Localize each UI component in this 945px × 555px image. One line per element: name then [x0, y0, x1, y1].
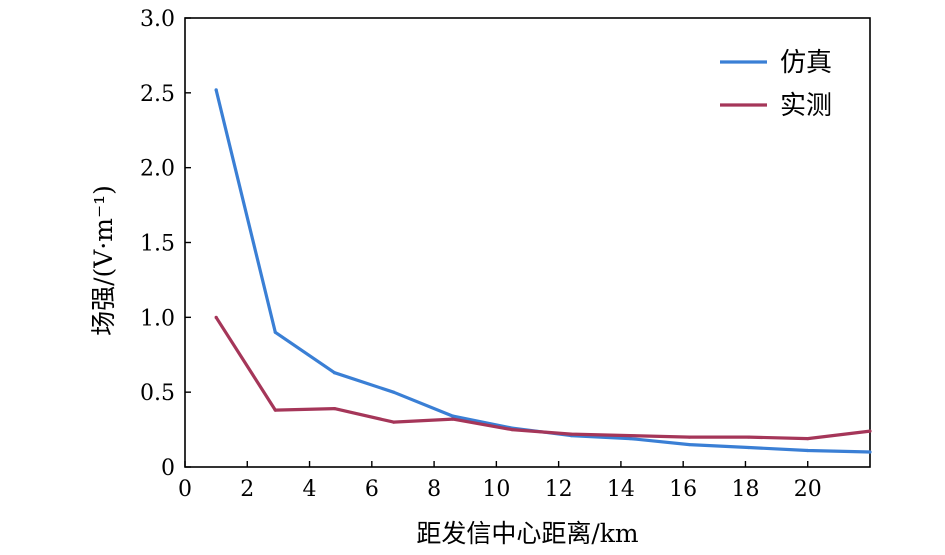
data-point	[273, 330, 277, 334]
data-point	[687, 442, 692, 447]
series-line-1	[214, 89, 871, 454]
x-axis-ticks: 0 2 4 6 8 10 12 14 16 18 20	[178, 461, 822, 502]
plot-area	[184, 17, 871, 468]
legend-label: 实测	[780, 91, 832, 121]
data-point	[273, 408, 277, 412]
data-point	[332, 371, 337, 375]
data-point	[868, 450, 872, 454]
y-axis-label: 场强/(V·m⁻¹)	[89, 185, 118, 336]
x-tick-label: 14	[607, 477, 635, 502]
x-tick-label: 6	[365, 477, 379, 502]
x-tick-label: 2	[240, 477, 254, 502]
data-point	[569, 432, 573, 436]
x-tick-label: 20	[794, 477, 822, 502]
data-point	[451, 414, 455, 418]
data-point	[746, 445, 751, 450]
data-point	[510, 427, 514, 432]
y-tick-label: 3.0	[140, 7, 175, 32]
x-tick-label: 10	[482, 477, 510, 502]
series-line-2	[214, 316, 871, 441]
data-point	[392, 390, 396, 394]
x-tick-label: 0	[178, 477, 192, 502]
y-tick-label: 0	[161, 456, 175, 481]
data-point	[628, 433, 632, 438]
data-point	[214, 88, 218, 92]
data-point	[214, 315, 218, 319]
data-point	[392, 420, 396, 424]
y-axis-ticks: 0 0.5 1.0 1.5 2.0 2.5 3.0	[140, 7, 191, 481]
x-tick-label: 16	[669, 477, 697, 502]
series-layer	[214, 88, 872, 454]
data-point	[806, 448, 810, 453]
data-point	[451, 417, 455, 421]
x-tick-label: 4	[303, 477, 317, 502]
y-tick-label: 2.0	[140, 157, 175, 182]
data-point	[868, 429, 872, 433]
legend-label: 仿真	[780, 48, 832, 78]
plot-frame	[184, 17, 871, 468]
x-axis-label: 距发信中心距离/km	[416, 519, 639, 548]
y-tick-label: 2.5	[140, 82, 175, 107]
data-point	[332, 407, 337, 411]
y-tick-label: 1.0	[140, 306, 175, 331]
data-point	[746, 435, 751, 439]
data-point	[628, 436, 632, 441]
x-tick-label: 12	[545, 477, 573, 502]
y-tick-label: 1.5	[140, 232, 175, 257]
y-tick-label: 0.5	[140, 381, 175, 406]
x-tick-label: 18	[731, 477, 759, 502]
data-point	[806, 436, 810, 441]
data-point	[687, 435, 692, 439]
x-tick-label: 8	[427, 477, 441, 502]
